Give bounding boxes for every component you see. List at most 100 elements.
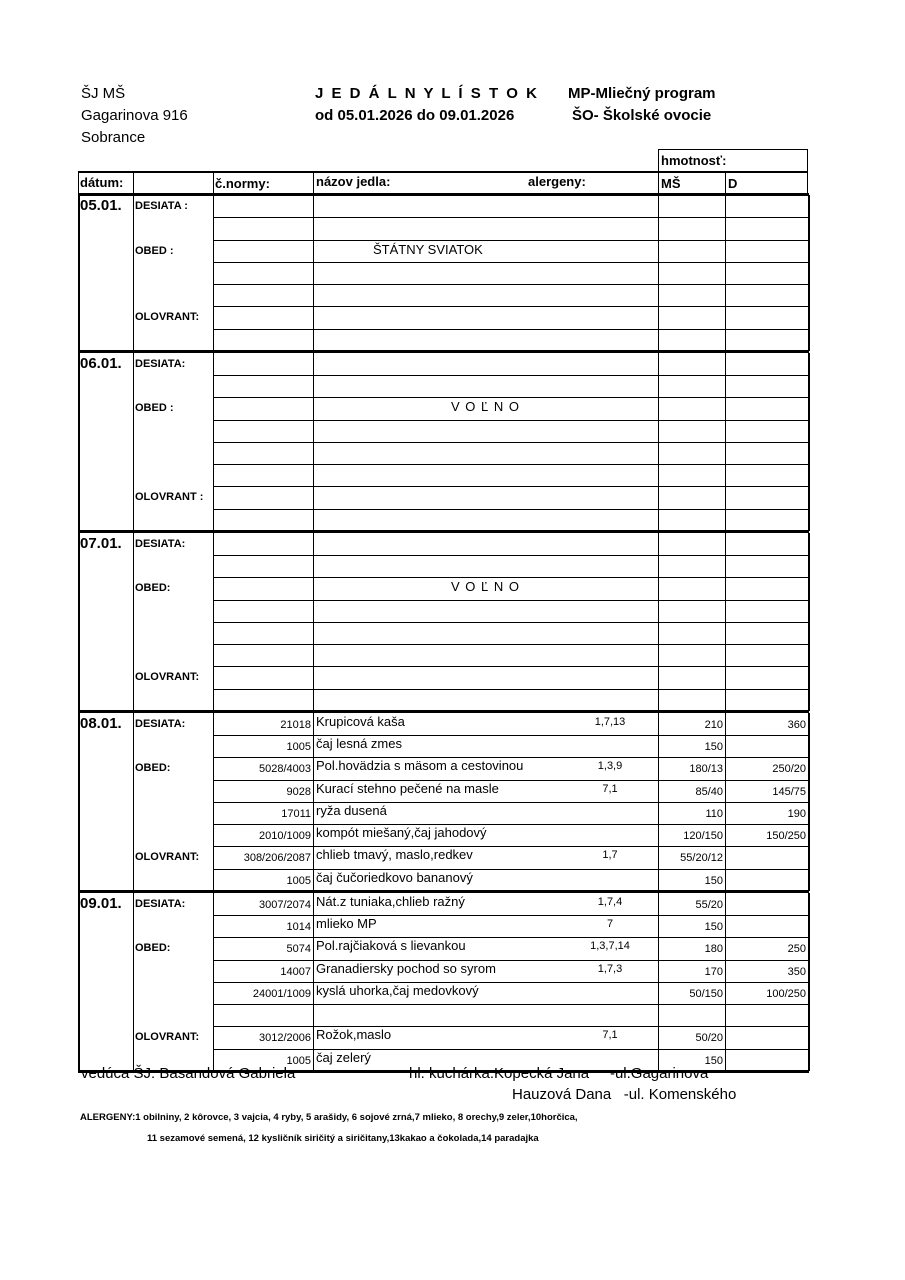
meal-label: DESIATA: <box>135 717 186 730</box>
column-rule <box>78 532 80 711</box>
col-allergens: alergeny: <box>528 174 586 189</box>
weight-d: 250 <box>787 943 806 956</box>
day-divider <box>78 193 809 196</box>
norm-number: 21018 <box>280 718 311 731</box>
weight-d: 360 <box>787 718 806 731</box>
col-name: názov jedla: <box>316 174 391 189</box>
weight-ms: 55/20 <box>695 898 723 911</box>
head-cook: hl. kuchárka:Kopecká Jana -ul.Gagarinova <box>409 1065 709 1082</box>
column-rule <box>313 532 314 711</box>
dish-name: Rožok,maslo <box>316 1027 392 1043</box>
column-rule <box>213 195 214 351</box>
column-rule <box>725 892 726 1071</box>
dish-name: Nát.z tuniaka,chlieb ražný <box>316 893 465 909</box>
norm-number: 3012/2006 <box>259 1032 311 1045</box>
column-rule <box>313 352 314 531</box>
dish-name: kompót miešaný,čaj jahodový <box>316 825 487 840</box>
meal-label: OBED : <box>135 244 174 257</box>
weight-ms: 150 <box>704 921 723 933</box>
norm-number: 5074 <box>286 943 311 956</box>
cook: Hauzová Dana -ul. Komenského <box>512 1086 737 1103</box>
meal-label: DESIATA: <box>135 897 186 910</box>
norm-number: 14007 <box>280 965 311 978</box>
column-rule <box>78 892 80 1071</box>
column-rule <box>313 195 314 351</box>
row-rule <box>213 397 808 399</box>
row-rule <box>213 508 808 510</box>
day-date: 09.01. <box>80 894 122 912</box>
weight-d: 145/75 <box>772 785 806 798</box>
row-rule <box>213 1004 808 1005</box>
allergens-legend-2: 11 sezamové semená, 12 kysličník siričit… <box>147 1133 539 1144</box>
row-rule <box>213 824 808 825</box>
weight-ms: 110 <box>705 807 723 820</box>
norm-number: 3007/2074 <box>259 898 311 911</box>
row-rule <box>213 577 808 579</box>
row-rule <box>213 621 808 623</box>
meal-label: OBED : <box>135 402 174 415</box>
norm-number: 1005 <box>286 1054 311 1067</box>
dish-name: čaj lesná zmes <box>316 736 402 751</box>
day-date: 07.01. <box>80 534 122 552</box>
row-rule <box>213 959 808 961</box>
weight-ms: 85/40 <box>695 785 723 798</box>
column-rule <box>313 712 314 891</box>
column-rule <box>213 532 214 711</box>
col-norm: č.normy: <box>215 176 270 191</box>
weight-ms: 150 <box>704 874 723 887</box>
column-rule <box>133 892 134 1071</box>
dish-name: Granadiersky pochod so syrom <box>316 960 496 976</box>
dish-allergens: 7,1 <box>602 782 618 795</box>
weight-ms: 210 <box>704 718 723 731</box>
row-rule <box>213 644 808 645</box>
norm-number: 5028/4003 <box>259 763 311 776</box>
dish-allergens: 1,7,3 <box>597 962 623 975</box>
column-rule <box>658 195 659 351</box>
norm-number: 1005 <box>286 874 311 887</box>
meal-label: DESIATA : <box>135 200 188 212</box>
column-rule <box>133 712 134 891</box>
program-mp: MP-Mliečný program <box>568 85 716 102</box>
norm-number: 1014 <box>286 921 311 933</box>
column-rule <box>808 892 810 1071</box>
day-divider <box>78 349 809 353</box>
day-note: V O Ľ N O <box>451 579 520 595</box>
dish-name: Pol.hovädzia s mäsom a cestovinou <box>316 758 524 774</box>
col-d: D <box>728 176 738 191</box>
column-rule <box>658 892 659 1071</box>
meal-label: OBED: <box>135 942 171 955</box>
column-rule <box>725 352 726 531</box>
weight-d: 190 <box>787 807 806 820</box>
column-rule <box>658 712 659 891</box>
column-rule <box>725 712 726 891</box>
dish-name: kyslá uhorka,čaj medovkový <box>316 982 479 998</box>
day-note: V O Ľ N O <box>451 399 520 415</box>
weight-ms: 55/20/12 <box>680 852 723 865</box>
dish-allergens: 1,7 <box>602 849 618 862</box>
column-rule <box>133 532 134 711</box>
row-rule <box>213 688 808 690</box>
weight-ms: 50/150 <box>689 987 723 1000</box>
col-ms: MŠ <box>661 176 681 191</box>
rule <box>725 172 726 194</box>
row-rule <box>213 464 808 465</box>
meal-label: DESIATA: <box>135 537 186 550</box>
weight-ms: 120/150 <box>683 830 723 842</box>
col-weight: hmotnosť: <box>661 153 727 168</box>
row-rule <box>213 599 808 601</box>
row-rule <box>213 306 808 308</box>
row-rule <box>213 441 808 443</box>
day-note: ŠTÁTNY SVIATOK <box>373 241 483 257</box>
meal-label: OLOVRANT: <box>135 311 200 324</box>
column-rule <box>213 892 214 1071</box>
row-rule <box>213 937 808 939</box>
meal-label: OLOVRANT: <box>135 671 200 684</box>
weight-d: 350 <box>787 965 806 978</box>
rule <box>658 172 659 194</box>
norm-number: 9028 <box>286 785 311 798</box>
norm-number: 2010/1009 <box>259 830 311 842</box>
day-date: 06.01. <box>80 354 122 372</box>
rule <box>133 172 134 194</box>
weight-ms: 170 <box>704 965 723 978</box>
day-divider <box>78 529 809 533</box>
